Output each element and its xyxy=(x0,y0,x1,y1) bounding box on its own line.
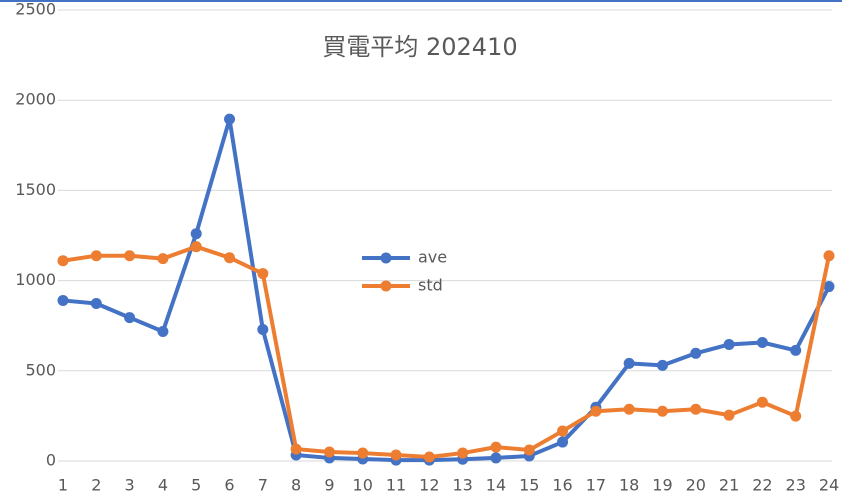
data-point xyxy=(690,403,702,415)
legend-marker xyxy=(380,252,392,264)
data-point xyxy=(557,436,569,448)
data-point xyxy=(124,250,136,262)
data-point xyxy=(90,250,102,262)
y-tick-label: 0 xyxy=(46,451,56,470)
legend-label: std xyxy=(418,276,443,295)
series-line xyxy=(62,244,831,460)
data-point xyxy=(457,447,469,459)
data-point xyxy=(323,446,335,458)
y-tick-label: 1000 xyxy=(15,270,56,289)
x-tick-label: 21 xyxy=(719,476,739,495)
data-point xyxy=(224,113,236,125)
x-tick-label: 4 xyxy=(158,476,168,495)
x-tick-label: 5 xyxy=(191,476,201,495)
data-point xyxy=(756,396,768,408)
data-point xyxy=(257,323,269,335)
series-line xyxy=(62,117,831,463)
x-tick-label: 12 xyxy=(419,476,439,495)
y-tick-label: 1500 xyxy=(15,180,56,199)
data-point xyxy=(823,250,835,262)
data-point xyxy=(423,451,435,463)
x-tick-label: 23 xyxy=(786,476,806,495)
x-tick-label: 14 xyxy=(486,476,506,495)
chart-title: 買電平均 202410 xyxy=(322,33,517,61)
data-point xyxy=(756,336,768,348)
data-point xyxy=(790,410,802,422)
x-tick-label: 17 xyxy=(586,476,606,495)
data-point xyxy=(224,252,236,264)
x-tick-label: 15 xyxy=(519,476,539,495)
data-point xyxy=(57,255,69,267)
data-point xyxy=(157,325,169,337)
data-point xyxy=(790,344,802,356)
legend-label: ave xyxy=(418,248,447,267)
y-tick-label: 2500 xyxy=(15,0,56,19)
data-point xyxy=(390,449,402,461)
y-tick-label: 2000 xyxy=(15,90,56,109)
data-point xyxy=(656,405,668,417)
y-tick-label: 500 xyxy=(25,360,56,379)
data-point xyxy=(257,268,269,280)
x-tick-label: 13 xyxy=(452,476,472,495)
x-tick-label: 2 xyxy=(91,476,101,495)
x-tick-label: 18 xyxy=(619,476,639,495)
data-point xyxy=(623,403,635,415)
x-tick-label: 8 xyxy=(291,476,301,495)
x-tick-label: 24 xyxy=(819,476,839,495)
data-point xyxy=(723,338,735,350)
data-point xyxy=(190,241,202,253)
data-point xyxy=(57,294,69,306)
data-point xyxy=(357,447,369,459)
x-tick-label: 10 xyxy=(353,476,373,495)
data-point xyxy=(690,347,702,359)
legend-marker xyxy=(380,280,392,292)
data-point xyxy=(557,425,569,437)
data-point xyxy=(523,444,535,456)
x-tick-label: 1 xyxy=(58,476,68,495)
data-point xyxy=(656,359,668,371)
x-tick-label: 16 xyxy=(552,476,572,495)
x-tick-label: 9 xyxy=(324,476,334,495)
data-point xyxy=(290,443,302,455)
data-point xyxy=(590,405,602,417)
x-tick-label: 3 xyxy=(125,476,135,495)
x-tick-label: 6 xyxy=(224,476,234,495)
x-tick-label: 11 xyxy=(386,476,406,495)
data-point xyxy=(490,441,502,453)
x-tick-label: 19 xyxy=(652,476,672,495)
data-point xyxy=(90,298,102,310)
data-point xyxy=(823,281,835,293)
data-point xyxy=(623,357,635,369)
data-point xyxy=(723,409,735,421)
data-point xyxy=(490,452,502,464)
data-point xyxy=(157,253,169,265)
x-tick-label: 7 xyxy=(258,476,268,495)
x-tick-label: 22 xyxy=(752,476,772,495)
x-tick-label: 20 xyxy=(686,476,706,495)
data-point xyxy=(190,228,202,240)
top-border xyxy=(0,0,842,2)
data-point xyxy=(124,312,136,324)
